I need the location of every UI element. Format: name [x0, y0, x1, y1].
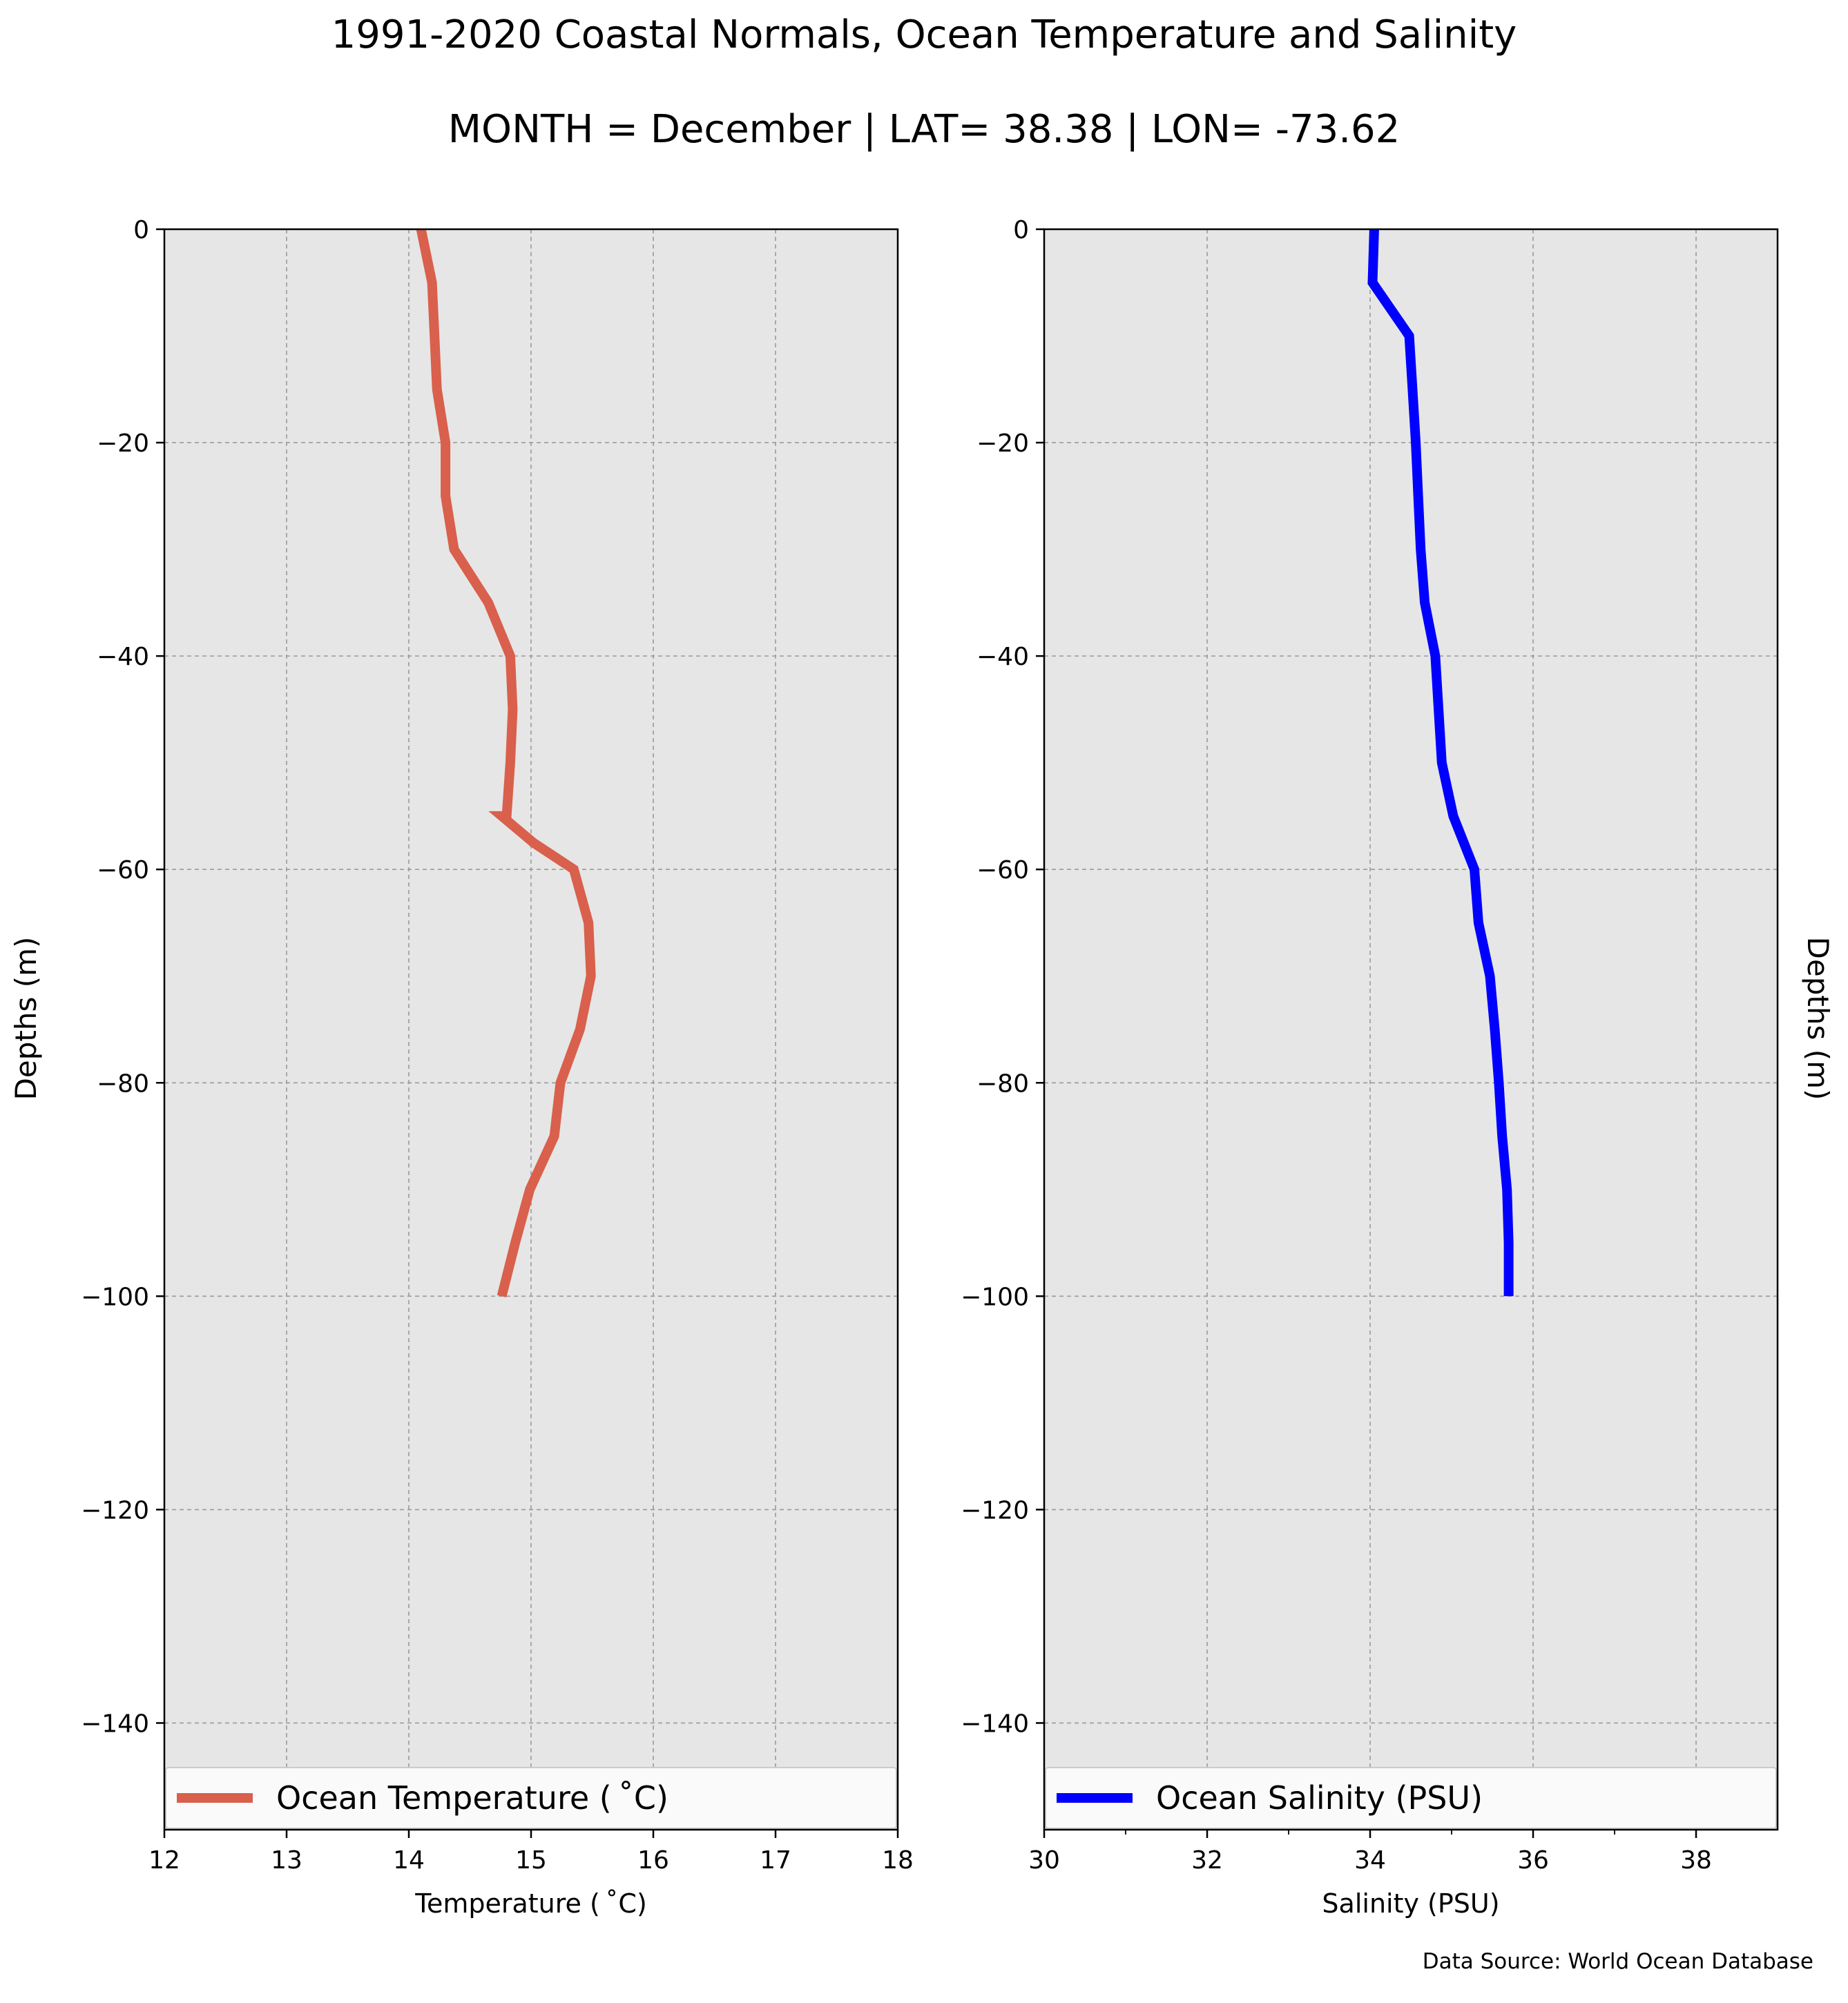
x-tick-label: 17: [760, 1846, 791, 1875]
legend-label: Ocean Salinity (PSU): [1156, 1779, 1483, 1817]
data-source-note: Data Source: World Ocean Database: [1422, 1949, 1813, 1974]
y-tick-label: −140: [961, 1710, 1029, 1738]
x-axis-label: Temperature ( ˚C): [414, 1888, 647, 1919]
chart-title: 1991-2020 Coastal Normals, Ocean Tempera…: [331, 12, 1517, 57]
y-tick-label: −40: [976, 643, 1029, 671]
series-line-salinity: [1367, 229, 1514, 1297]
x-tick-label: 38: [1680, 1846, 1712, 1875]
y-tick-label: −140: [81, 1710, 149, 1738]
x-axis-label: Salinity (PSU): [1322, 1888, 1499, 1919]
x-tick-label: 14: [393, 1846, 425, 1875]
y-tick-label: −60: [976, 856, 1029, 884]
y-axis-label-left: Depths (m): [9, 937, 43, 1101]
y-tick-label: −40: [97, 643, 149, 671]
x-tick-label: 32: [1191, 1846, 1223, 1875]
legend-box: [1045, 1767, 1777, 1829]
y-tick-label: −20: [97, 429, 149, 458]
y-tick-label: −20: [976, 429, 1029, 458]
y-tick-label: 0: [1013, 216, 1029, 244]
y-tick-label: 0: [133, 216, 149, 244]
y-tick-label: −60: [97, 856, 149, 884]
plot-background: [1044, 229, 1778, 1830]
x-tick-label: 36: [1517, 1846, 1549, 1875]
y-tick-label: −100: [81, 1283, 149, 1311]
y-tick-label: −80: [97, 1070, 149, 1098]
chart-subtitle: MONTH = December | LAT= 38.38 | LON= -73…: [447, 107, 1401, 152]
x-tick-label: 34: [1354, 1846, 1386, 1875]
x-tick-label: 18: [882, 1846, 914, 1875]
legend-label: Ocean Temperature ( ˚C): [276, 1779, 668, 1817]
x-tick-label: 15: [515, 1846, 547, 1875]
y-tick-label: −120: [961, 1496, 1029, 1525]
y-tick-label: −80: [976, 1070, 1029, 1098]
series-line-temperature: [416, 228, 596, 1298]
y-tick-label: −120: [81, 1496, 149, 1525]
salinity-panel: Ocean Salinity (PSU) 30 32 34 36 38 0 −20 −40 −60…: [961, 216, 1779, 1919]
legend-box: [165, 1767, 897, 1829]
x-tick-label: 16: [637, 1846, 669, 1875]
x-tick-label: 12: [148, 1846, 180, 1875]
y-axis-label-right: Depths (m): [1801, 937, 1835, 1101]
y-tick-label: −100: [961, 1283, 1029, 1311]
temperature-panel: Ocean Temperature ( ˚C) 12 13 14 15 16 17 18 0 −2…: [81, 216, 914, 1919]
x-tick-label: 30: [1028, 1846, 1060, 1875]
x-tick-label: 13: [271, 1846, 302, 1875]
axes-frame: [1043, 228, 1779, 1831]
